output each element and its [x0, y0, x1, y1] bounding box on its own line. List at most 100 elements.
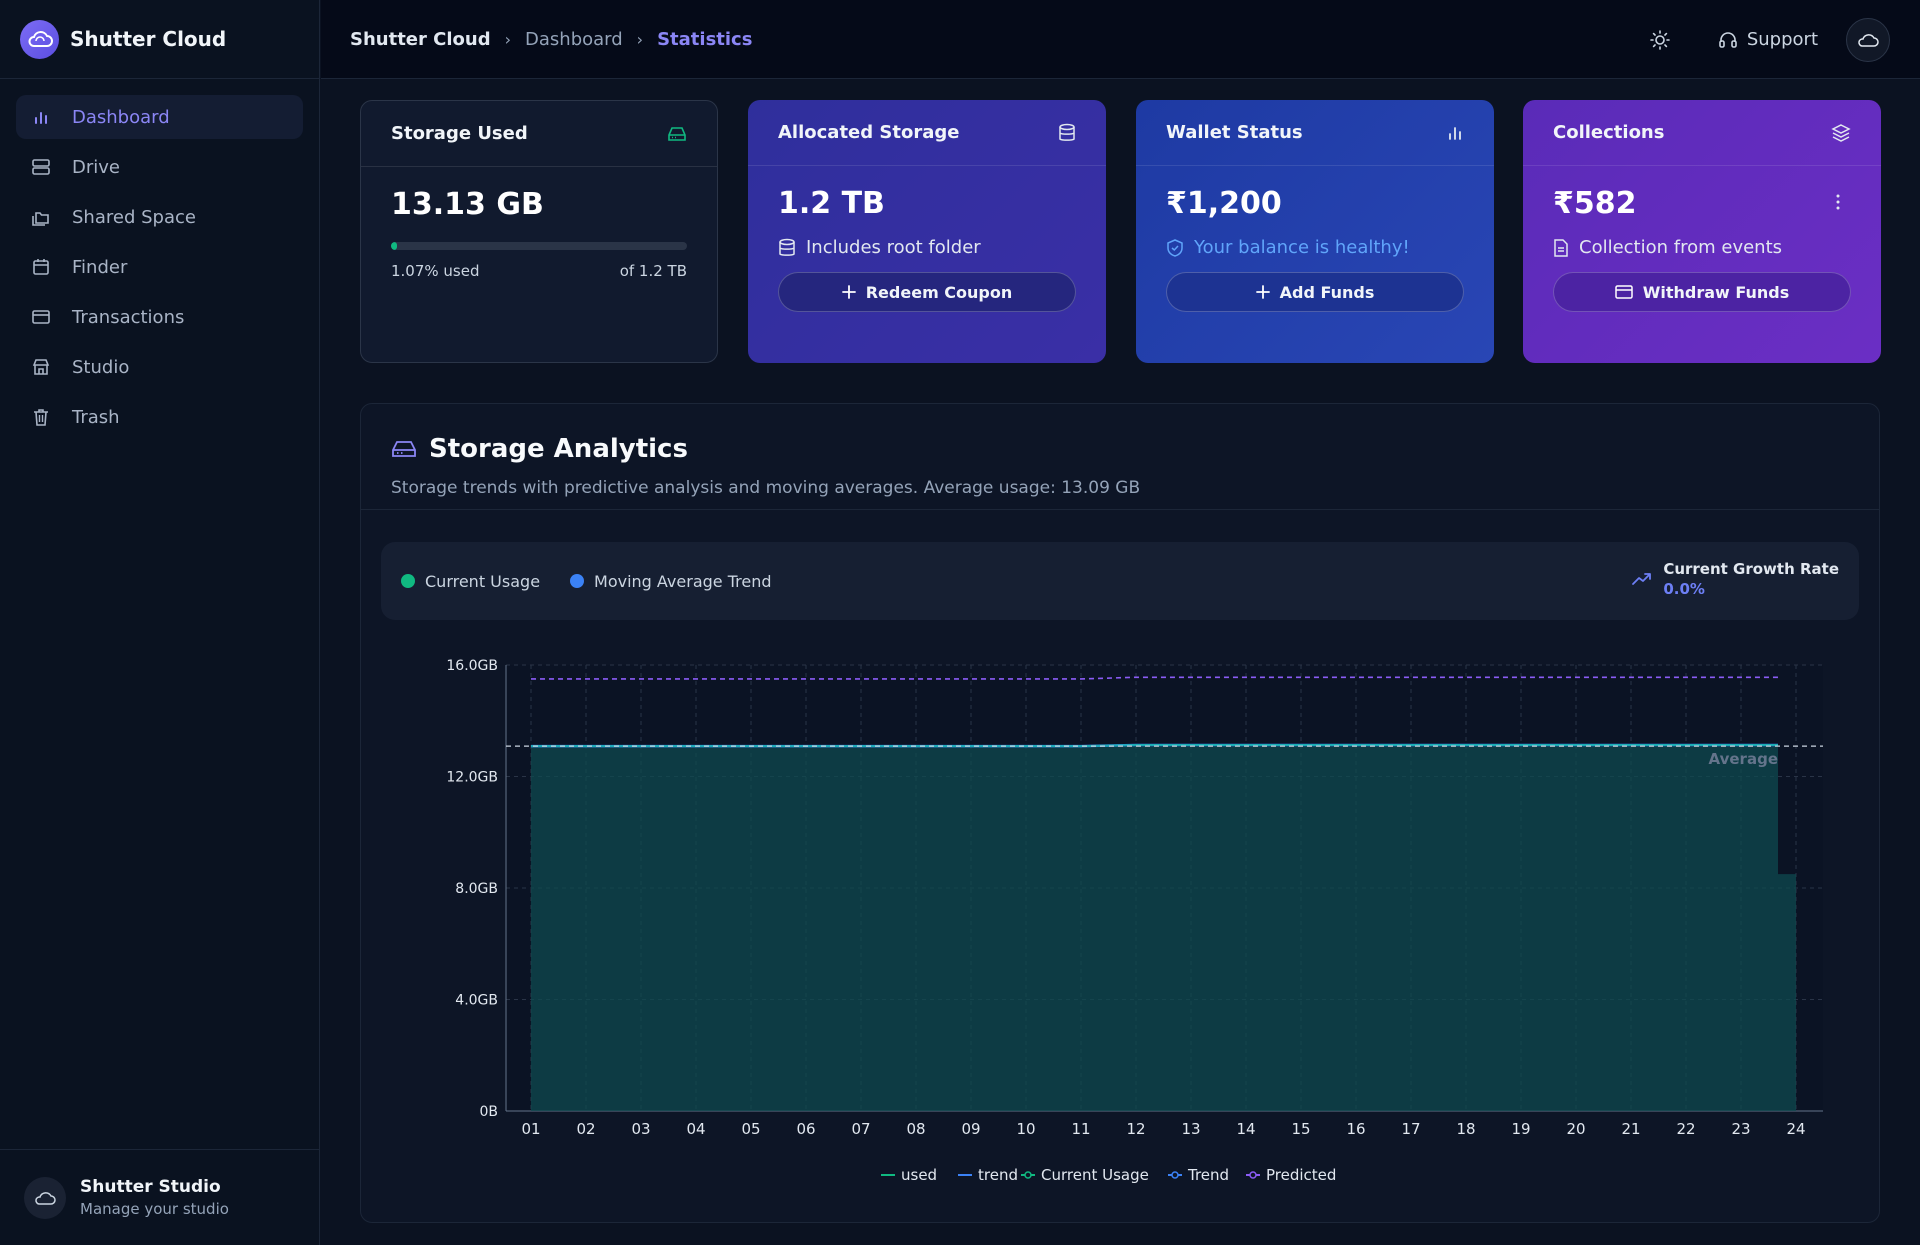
green-dot-icon — [401, 574, 415, 588]
sidebar-item-studio[interactable]: Studio — [16, 345, 303, 389]
sidebar-item-label: Transactions — [72, 306, 185, 328]
x-tick-label: 01 — [521, 1120, 540, 1138]
growth-value: 0.0% — [1663, 580, 1705, 598]
predicted-line — [531, 676, 1778, 680]
storage-chart: 0B 4.0GB 8.0GB 12.0GB 16.0GB 01 02 03 04 05 06 07 08… — [446, 658, 1823, 1184]
cloud-icon — [1858, 33, 1879, 47]
y-tick-label: 0B — [479, 1104, 498, 1120]
sidebar-item-label: Finder — [72, 256, 128, 278]
x-tick-label: 03 — [631, 1120, 650, 1138]
breadcrumb-app[interactable]: Shutter Cloud — [350, 28, 491, 50]
x-tick-label: 05 — [741, 1120, 760, 1138]
breadcrumb: Shutter Cloud › Dashboard › Statistics — [350, 29, 752, 50]
legend-entry: Trend — [1187, 1166, 1229, 1184]
breadcrumb-dashboard[interactable]: Dashboard — [525, 28, 623, 50]
x-tick-label: 11 — [1071, 1120, 1090, 1138]
x-tick-label: 08 — [906, 1120, 925, 1138]
sidebar-item-label: Drive — [72, 156, 120, 178]
cloud-logo-icon — [20, 19, 59, 59]
y-tick-label: 8.0GB — [455, 881, 498, 897]
layers-icon — [1831, 123, 1851, 142]
file-text-icon — [1554, 238, 1568, 257]
wallet-value: ₹1,200 — [1166, 186, 1282, 221]
more-vertical-icon[interactable] — [1835, 193, 1841, 215]
sidebar-item-label: Dashboard — [72, 106, 170, 128]
sidebar-item-dashboard[interactable]: Dashboard — [16, 95, 303, 139]
sidebar-nav: Dashboard Drive Shared Space Finder Tran… — [0, 79, 319, 439]
bar-chart-icon — [30, 106, 52, 128]
x-tick-label: 07 — [851, 1120, 870, 1138]
database-icon — [779, 238, 795, 256]
blue-dot-icon — [570, 574, 585, 588]
collections-note: Collection from events — [1579, 237, 1783, 258]
headset-icon — [1719, 31, 1737, 48]
x-tick-label: 24 — [1786, 1120, 1805, 1138]
brand[interactable]: Shutter Cloud — [0, 0, 319, 79]
sidebar-item-drive[interactable]: Drive — [16, 145, 303, 189]
allocated-value: 1.2 TB — [778, 186, 885, 221]
user-avatar-button[interactable] — [1846, 17, 1890, 62]
storage-progress-fill — [391, 242, 397, 250]
sidebar-item-trash[interactable]: Trash — [16, 395, 303, 439]
legend-label: Current Usage — [425, 571, 541, 591]
folders-icon — [30, 206, 52, 228]
database-icon — [1059, 123, 1075, 141]
x-tick-label: 12 — [1126, 1120, 1145, 1138]
studio-avatar — [24, 1176, 66, 1219]
card-title: Collections — [1553, 122, 1665, 143]
analytics-subtitle: Storage trends with predictive analysis … — [391, 478, 1141, 498]
legend-current-usage[interactable]: Current Usage — [401, 572, 540, 591]
x-tick-label: 21 — [1621, 1120, 1640, 1138]
studio-subtitle: Manage your studio — [80, 1200, 229, 1218]
support-button[interactable]: Support — [1717, 29, 1818, 51]
storage-progress-bar — [391, 242, 687, 250]
redeem-coupon-button[interactable]: Redeem Coupon — [778, 272, 1076, 312]
hard-drive-icon — [668, 126, 686, 141]
sidebar: Shutter Cloud Dashboard Drive Shared Spa… — [0, 0, 320, 1245]
storage-used-percent: 1.07% used — [391, 262, 480, 280]
withdraw-funds-button[interactable]: Withdraw Funds — [1553, 272, 1851, 312]
sidebar-item-label: Trash — [72, 406, 120, 428]
x-tick-label: 04 — [686, 1120, 705, 1138]
wallet-note: Your balance is healthy! — [1194, 237, 1410, 258]
bar-chart-icon — [1449, 126, 1461, 140]
storage-used-value: 13.13 GB — [391, 187, 544, 222]
button-label: Withdraw Funds — [1642, 282, 1790, 302]
button-label: Add Funds — [1279, 282, 1375, 302]
legend-marker — [1024, 1171, 1032, 1179]
growth-rate: Current Growth Rate 0.0% — [1631, 560, 1839, 598]
sidebar-item-transactions[interactable]: Transactions — [16, 295, 303, 339]
x-tick-label: 06 — [796, 1120, 815, 1138]
chevron-right-icon: › — [504, 29, 512, 49]
store-icon — [30, 356, 52, 378]
x-tick-label: 19 — [1511, 1120, 1530, 1138]
analytics-title: Storage Analytics — [429, 434, 688, 464]
x-tick-label: 23 — [1731, 1120, 1750, 1138]
collections-value: ₹582 — [1553, 186, 1637, 221]
legend-entry: Predicted — [1266, 1166, 1336, 1184]
sidebar-item-finder[interactable]: Finder — [16, 245, 303, 289]
storage-used-card: Storage Used 13.13 GB 1.07% used of 1.2 … — [360, 100, 718, 363]
legend-moving-average[interactable]: Moving Average Trend — [570, 571, 772, 591]
card-title: Wallet Status — [1166, 122, 1303, 143]
legend-label: Moving Average Trend — [594, 571, 772, 591]
hard-drive-icon — [392, 441, 416, 457]
x-tick-label: 10 — [1016, 1120, 1035, 1138]
chevron-right-icon: › — [636, 29, 644, 49]
sidebar-item-shared-space[interactable]: Shared Space — [16, 195, 303, 239]
theme-toggle-button[interactable] — [1643, 23, 1677, 57]
shield-check-icon — [1167, 238, 1183, 257]
x-tick-label: 22 — [1676, 1120, 1695, 1138]
card-title: Storage Used — [391, 123, 528, 144]
y-tick-label: 4.0GB — [455, 993, 498, 1009]
plus-icon — [841, 285, 856, 299]
storage-analytics-panel: Storage Analytics Storage trends with pr… — [360, 403, 1880, 1223]
server-icon — [30, 156, 52, 178]
sidebar-item-label: Shared Space — [72, 206, 196, 228]
top-header: Shutter Cloud › Dashboard › Statistics S… — [321, 0, 1920, 79]
add-funds-button[interactable]: Add Funds — [1166, 272, 1464, 312]
usage-area — [531, 745, 1796, 1111]
studio-footer[interactable]: Shutter Studio Manage your studio — [0, 1149, 320, 1245]
x-tick-label: 09 — [961, 1120, 980, 1138]
x-tick-label: 17 — [1401, 1120, 1420, 1138]
